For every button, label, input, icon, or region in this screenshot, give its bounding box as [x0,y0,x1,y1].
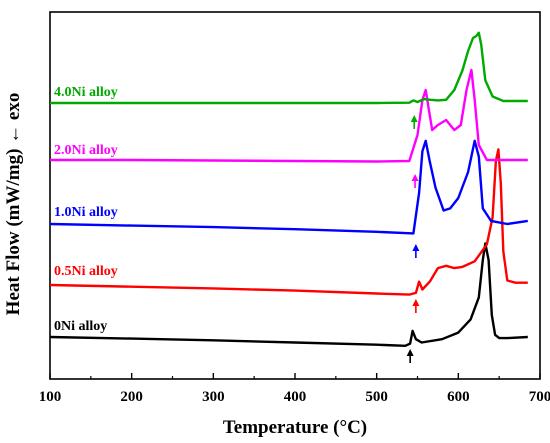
onset-arrow-0ni-alloy [406,349,414,363]
onset-arrow-40ni-alloy [410,115,418,129]
x-tick-label: 200 [120,389,143,405]
series-line-40ni-alloy [50,31,528,105]
onset-arrow-20ni-alloy [411,174,419,188]
y-axis-title: Heat Flow (mW/mg) ← exo [3,93,24,316]
series-line-20ni-alloy [50,68,528,163]
onset-arrow-10ni-alloy [412,244,420,258]
series-line-05ni-alloy [49,148,528,296]
curves-group: 0Ni alloy 0.5Ni alloy 1.0Ni alloy 2.0Ni all… [49,31,528,363]
series-line-10ni-alloy [49,139,528,235]
x-axis-title: Temperature (°C) [223,417,367,438]
series-label-40ni-alloy: 4.0Ni alloy [54,85,118,100]
onset-arrow-05ni-alloy [412,299,420,313]
series-label-20ni-alloy: 2.0Ni alloy [54,143,118,158]
x-tick-label: 500 [365,389,388,405]
x-ticks-group: 100 200 300 400 500 600 700 [39,373,550,405]
x-tick-label: 600 [447,389,470,405]
series-label-10ni-alloy: 1.0Ni alloy [54,205,118,220]
series-line-0ni-alloy [49,242,528,347]
x-tick-label: 100 [39,389,62,405]
x-tick-label: 300 [202,389,225,405]
x-tick-label: 400 [284,389,307,405]
x-tick-label: 700 [529,389,550,405]
series-label-0ni-alloy: 0Ni alloy [54,319,107,334]
series-label-05ni-alloy: 0.5Ni alloy [54,264,118,279]
